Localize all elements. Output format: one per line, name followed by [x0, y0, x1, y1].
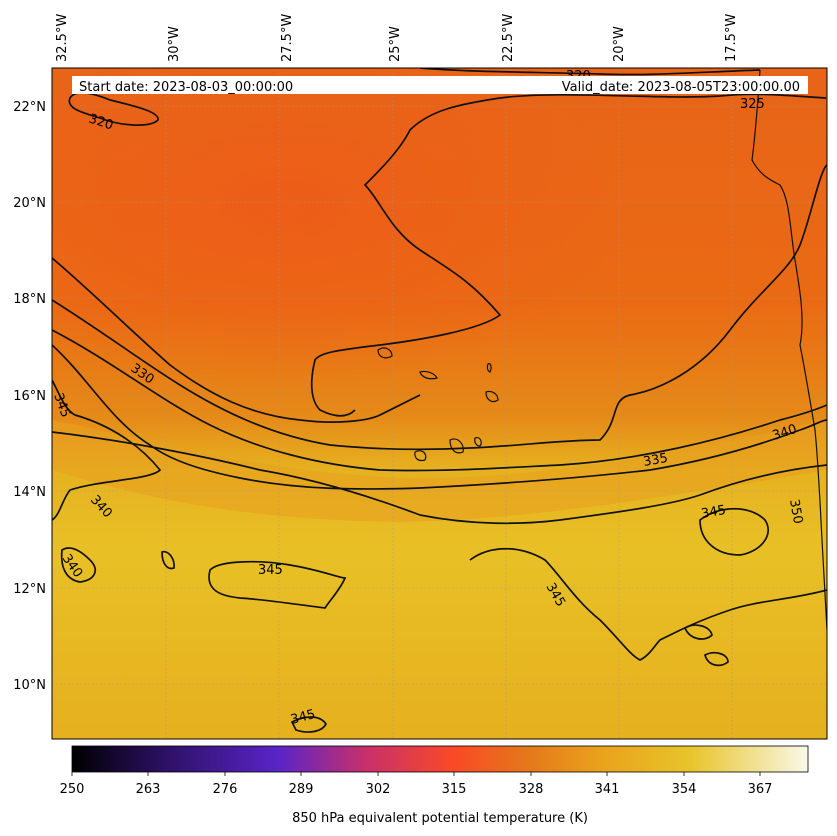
contour-label: 345 [50, 391, 73, 419]
lon-label: 17.5°W [724, 14, 739, 62]
map-panel: 320 320 325 330 335 340 340 340 345 345 … [50, 68, 827, 739]
contour-320-loop [68, 92, 159, 126]
lat-label: 20°N [13, 196, 46, 211]
contour-335 [52, 329, 827, 472]
lon-label: 20°W [612, 26, 627, 62]
contour-label: 320 [87, 112, 115, 134]
colorbar-gradient [71, 745, 809, 773]
cape-verde-4 [449, 438, 464, 454]
date-banner [72, 76, 808, 94]
lon-label: 27.5°W [280, 14, 295, 62]
colorbar-tick-label: 341 [595, 782, 620, 797]
colorbar-tick-label: 263 [136, 782, 161, 797]
contour-345-east [699, 508, 769, 556]
contour-345-south [469, 547, 827, 661]
contour-small-3 [161, 550, 175, 570]
colorbar-ticks [71, 772, 761, 776]
lon-label: 22.5°W [501, 14, 516, 62]
cape-verde-5 [414, 450, 427, 462]
lon-label: 25°W [388, 26, 403, 62]
start-date-label: Start date: 2023-08-03_00:00:00 [79, 80, 293, 95]
contour-345-mid [208, 560, 347, 609]
colorbar-label: 850 hPa equivalent potential temperature… [292, 811, 588, 826]
coastlines [377, 69, 827, 631]
contour-340 [52, 344, 827, 490]
cape-verde-6 [474, 437, 482, 447]
contour-label: 350 [786, 498, 805, 525]
colorbar-tick-label: 276 [213, 782, 238, 797]
lon-label: 32.5°W [55, 14, 70, 62]
colorbar-tick-label: 367 [748, 782, 773, 797]
contour-label: 335 [642, 451, 669, 470]
contour-330 [52, 164, 827, 451]
contour-label: 345 [289, 707, 317, 728]
cape-verde-1 [377, 347, 393, 359]
contour-320-top [419, 68, 761, 76]
lat-label: 10°N [13, 678, 46, 693]
colorbar-tick-label: 302 [366, 782, 391, 797]
lat-label: 16°N [13, 389, 46, 404]
contour-label: 325 [740, 97, 765, 112]
contour-325 [310, 93, 827, 417]
colorbar-tick-label: 250 [60, 782, 85, 797]
valid-date-label: Valid_date: 2023-08-05T23:00:00.00 [562, 80, 800, 95]
contour-340-sw [60, 547, 97, 583]
cape-verde-2 [419, 370, 438, 380]
cape-verde-7 [486, 363, 492, 373]
longitude-labels: 32.5°W 30°W 27.5°W 25°W 22.5°W 20°W 17.5… [55, 14, 739, 62]
colorbar-tick-label: 354 [672, 782, 697, 797]
colorbar-tick-label: 315 [442, 782, 467, 797]
latitude-labels: 22°N 20°N 18°N 16°N 14°N 12°N 10°N [13, 100, 46, 693]
lat-label: 14°N [13, 485, 46, 500]
lon-label: 30°W [167, 26, 182, 62]
contour-small-1 [683, 624, 713, 640]
contour-330-inner [52, 257, 421, 423]
colorbar-tick-label: 328 [519, 782, 544, 797]
colorbar-tick-labels: 250 263 276 289 302 315 328 341 354 367 [60, 782, 773, 797]
contour-label: 345 [700, 503, 727, 522]
field-hot-region [52, 68, 827, 468]
lat-label: 18°N [13, 292, 46, 307]
cape-verde-3 [485, 390, 499, 403]
contour-345-left [52, 379, 162, 521]
colorbar: 250 263 276 289 302 315 328 341 354 367 … [60, 745, 809, 826]
gridlines [52, 68, 827, 739]
africa-coast [751, 69, 827, 631]
map-frame [51, 67, 828, 740]
contour-label: 345 [258, 563, 283, 578]
contour-345-bottom [290, 716, 327, 733]
contour-lines [52, 68, 827, 733]
contour-label: 340 [771, 422, 799, 444]
field-warm-transition [52, 420, 827, 522]
lat-label: 22°N [13, 100, 46, 115]
lat-label: 12°N [13, 582, 46, 597]
colorbar-tick-label: 289 [289, 782, 314, 797]
contour-340-lower [52, 431, 827, 525]
contour-small-2 [703, 652, 729, 667]
